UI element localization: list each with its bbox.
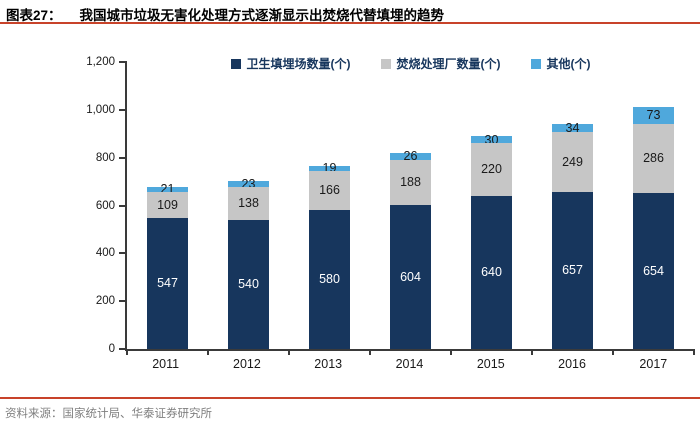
bar-value-label: 657: [562, 263, 583, 278]
bar-value-label: 30: [484, 132, 499, 147]
bar-column: 657 249 34: [552, 121, 593, 349]
bar-value-label: 540: [238, 277, 259, 292]
x-axis-category-label: 2016: [558, 357, 586, 371]
bar-segment: 188: [390, 159, 431, 205]
bar-segment: 249: [552, 132, 593, 192]
bar-value-label: 286: [643, 151, 664, 166]
bar-column: 654 286 73: [633, 106, 674, 349]
y-axis-tick: [119, 108, 127, 111]
bar-value-label: 249: [562, 154, 583, 169]
legend-swatch-icon: [380, 58, 391, 69]
x-axis-tick: [693, 349, 695, 355]
bar-value-label: 34: [565, 121, 580, 136]
y-axis-tick-label: 600: [95, 199, 115, 212]
bar-segment: 657: [552, 191, 593, 349]
y-axis-tick-label: 400: [95, 247, 115, 260]
x-axis-category-label: 2012: [233, 357, 261, 371]
bar-value-label: 188: [400, 174, 421, 189]
y-axis-tick: [119, 252, 127, 255]
legend-swatch-icon: [230, 58, 241, 69]
bar-segment: 640: [471, 195, 512, 349]
page-title: 我国城市垃圾无害化处理方式逐渐显示出焚烧代替填埋的趋势: [79, 8, 445, 23]
bar-column: 640 220 30: [471, 133, 512, 349]
bar-segment: 654: [633, 192, 674, 349]
y-axis-tick-label: 200: [95, 295, 115, 308]
bar-segment: 73: [633, 106, 674, 125]
x-axis-category-label: 2011: [152, 357, 180, 371]
x-axis-category-label: 2015: [476, 357, 505, 371]
x-axis-category-label: 2017: [639, 357, 668, 371]
x-axis-tick: [369, 349, 371, 355]
bar-value-label: 640: [481, 265, 502, 280]
figure-number-label: 图表27：: [6, 8, 62, 23]
bar-value-label: 166: [319, 183, 340, 198]
bar-segment: 34: [552, 121, 593, 136]
y-axis-tick-label: 1,000: [86, 103, 115, 116]
legend-item: 焚烧处理厂数量(个): [380, 55, 501, 72]
x-axis-tick: [207, 349, 209, 355]
x-axis-category-label: 2013: [314, 357, 343, 371]
bar-value-label: 26: [403, 149, 418, 164]
bar-value-label: 604: [400, 269, 421, 284]
chart-header: 图表27： 我国城市垃圾无害化处理方式逐渐显示出焚烧代替填埋的趋势: [6, 4, 696, 25]
x-axis-tick: [126, 349, 128, 355]
legend-item: 卫生填埋场数量(个): [230, 55, 351, 72]
source-note: 资料来源：国家统计局、华泰证券研究所: [5, 408, 212, 420]
bar-segment: 286: [633, 124, 674, 193]
bar-column: 580 166 19: [309, 162, 350, 349]
bar-segment: 138: [228, 186, 269, 220]
y-axis-tick-label: 800: [95, 151, 115, 164]
plot-area: 卫生填埋场数量(个) 焚烧处理厂数量(个) 其他(个) 547 109 21 540 138…: [86, 56, 695, 355]
x-axis-tick: [531, 349, 533, 355]
chart-legend: 卫生填埋场数量(个) 焚烧处理厂数量(个) 其他(个): [230, 55, 591, 72]
bar-value-label: 580: [319, 272, 340, 287]
legend-item: 其他(个): [530, 55, 591, 72]
bar-segment: 547: [147, 218, 188, 349]
legend-label: 焚烧处理厂数量(个): [396, 57, 501, 71]
x-axis-tick: [450, 349, 452, 355]
bar-value-label: 654: [643, 263, 664, 278]
bar-value-label: 547: [157, 276, 178, 291]
bar-value-label: 109: [157, 197, 178, 212]
bar-segment: 604: [390, 204, 431, 349]
legend-label: 卫生填埋场数量(个): [246, 57, 351, 71]
x-axis-tick: [612, 349, 614, 355]
y-axis-tick: [119, 156, 127, 159]
bar-value-label: 220: [481, 162, 502, 177]
y-axis-tick-label: 1,200: [86, 56, 115, 68]
bars: 547 109 21 540 138 23 580 166 19 604 188 26 640 220 30…: [127, 62, 694, 349]
y-axis-tick: [119, 300, 127, 303]
x-axis-tick: [288, 349, 290, 355]
y-axis-tick: [119, 204, 127, 207]
header-divider-rule: [0, 22, 700, 24]
bar-column: 604 188 26: [390, 150, 431, 349]
bar-segment: 220: [471, 143, 512, 196]
footer-divider-rule: [0, 397, 700, 399]
bar-segment: 30: [471, 133, 512, 146]
legend-swatch-icon: [530, 58, 541, 69]
y-axis-tick-label: 0: [108, 343, 115, 355]
bar-segment: 580: [309, 210, 350, 349]
bar-column: 547 109 21: [147, 183, 188, 349]
bar-value-label: 138: [238, 196, 259, 211]
y-axis-tick: [119, 61, 127, 63]
x-axis-labels: 2011 2012 2013 2014 2015 2016 2017: [125, 357, 694, 371]
bar-segment: 540: [228, 219, 269, 349]
bar-segment: 26: [390, 150, 431, 162]
bar-value-label: 73: [646, 108, 661, 123]
bar-segment: 166: [309, 170, 350, 211]
bar-column: 540 138 23: [228, 178, 269, 349]
bar-segment: 109: [147, 192, 188, 219]
y-axis-tick: [119, 348, 127, 350]
legend-label: 其他(个): [546, 57, 591, 71]
x-axis-category-label: 2014: [395, 357, 424, 371]
